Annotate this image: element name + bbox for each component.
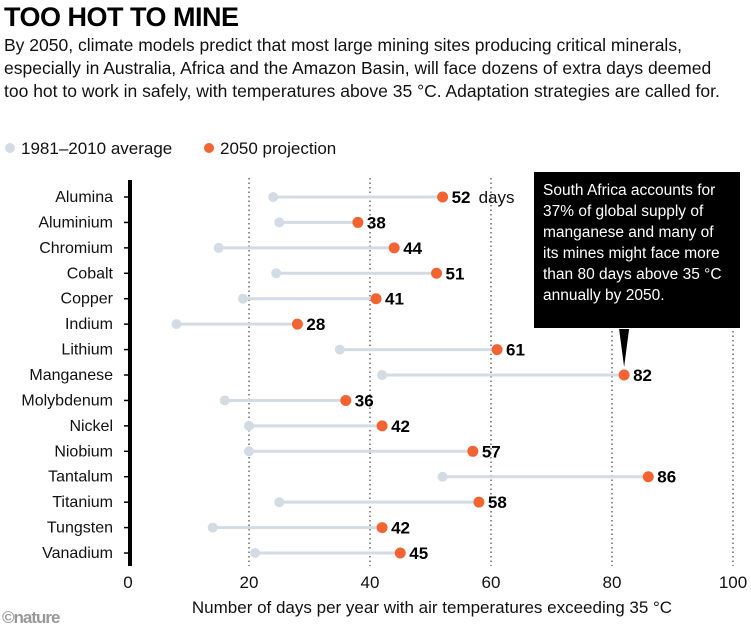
- legend-label: 1981–2010 average: [21, 139, 172, 158]
- baseline-point: [437, 471, 448, 482]
- value-label: 41: [385, 290, 404, 309]
- baseline-point: [274, 217, 285, 228]
- x-tick-label: 40: [361, 573, 380, 592]
- value-label: 57: [482, 442, 501, 461]
- baseline-point: [377, 370, 388, 381]
- baseline-point: [244, 420, 254, 431]
- legend-marker: [204, 143, 214, 153]
- category-label: Vanadium: [42, 545, 113, 562]
- value-label: 36: [355, 391, 374, 410]
- value-label: 28: [306, 315, 325, 334]
- unit-label: days: [479, 188, 515, 207]
- baseline-point: [237, 293, 248, 304]
- category-label: Aluminium: [38, 214, 113, 231]
- value-label: 82: [633, 366, 652, 385]
- projection-point: [352, 216, 364, 228]
- value-label: 38: [367, 213, 386, 232]
- x-axis-label: Number of days per year with air tempera…: [192, 598, 672, 617]
- x-tick-label: 100: [719, 573, 747, 592]
- annotation-pointer: [619, 329, 630, 368]
- projection-point: [370, 293, 382, 305]
- projection-point: [291, 318, 303, 330]
- baseline-point: [250, 548, 261, 559]
- projection-point: [388, 242, 400, 254]
- category-label: Indium: [65, 316, 113, 333]
- category-label: Lithium: [61, 342, 113, 359]
- baseline-point: [271, 268, 282, 279]
- projection-point: [376, 420, 388, 432]
- category-label: Copper: [61, 291, 114, 308]
- projection-point: [642, 471, 654, 483]
- projection-point: [473, 496, 485, 508]
- category-label: Tantalum: [48, 469, 113, 486]
- chart-title: TOO HOT TO MINE: [4, 2, 239, 32]
- projection-point: [431, 267, 443, 279]
- value-label: 42: [391, 519, 410, 538]
- projection-point: [340, 394, 352, 406]
- x-tick-label: 60: [482, 573, 501, 592]
- category-label: Manganese: [29, 367, 113, 384]
- annotation-box: South Africa accounts for 37% of global …: [534, 172, 740, 328]
- baseline-point: [219, 395, 230, 406]
- value-label: 61: [506, 341, 525, 360]
- x-tick-label: 80: [603, 573, 622, 592]
- baseline-point: [274, 497, 285, 508]
- baseline-point: [334, 344, 345, 355]
- baseline-point: [213, 242, 224, 253]
- projection-point: [376, 522, 388, 534]
- value-label: 86: [657, 468, 676, 487]
- x-tick-label: 20: [240, 573, 259, 592]
- projection-point: [467, 445, 479, 457]
- category-label: Molybdenum: [21, 392, 113, 409]
- chart-subtitle: By 2050, climate models predict that mos…: [4, 35, 720, 101]
- nature-logo: ©nature: [2, 608, 60, 627]
- category-label: Nickel: [69, 418, 113, 435]
- category-label: Tungsten: [47, 520, 113, 537]
- x-tick-label: 0: [123, 573, 132, 592]
- baseline-point: [207, 522, 218, 533]
- value-label: 44: [403, 239, 422, 258]
- category-label: Cobalt: [67, 265, 114, 282]
- projection-point: [491, 344, 503, 356]
- category-label: Chromium: [39, 240, 113, 257]
- baseline-point: [171, 319, 182, 330]
- projection-point: [394, 547, 406, 559]
- value-label: 58: [488, 493, 507, 512]
- baseline-point: [268, 192, 279, 202]
- projection-point: [437, 191, 449, 203]
- category-label: Alumina: [55, 189, 113, 206]
- category-label: Titanium: [52, 494, 113, 511]
- legend-marker: [5, 143, 15, 153]
- value-label: 45: [409, 544, 428, 563]
- value-label: 52: [452, 188, 471, 207]
- legend-label: 2050 projection: [220, 139, 336, 158]
- category-label: Niobium: [54, 443, 113, 460]
- value-label: 51: [446, 264, 465, 283]
- projection-point: [618, 369, 630, 381]
- baseline-point: [244, 446, 254, 457]
- value-label: 42: [391, 417, 410, 436]
